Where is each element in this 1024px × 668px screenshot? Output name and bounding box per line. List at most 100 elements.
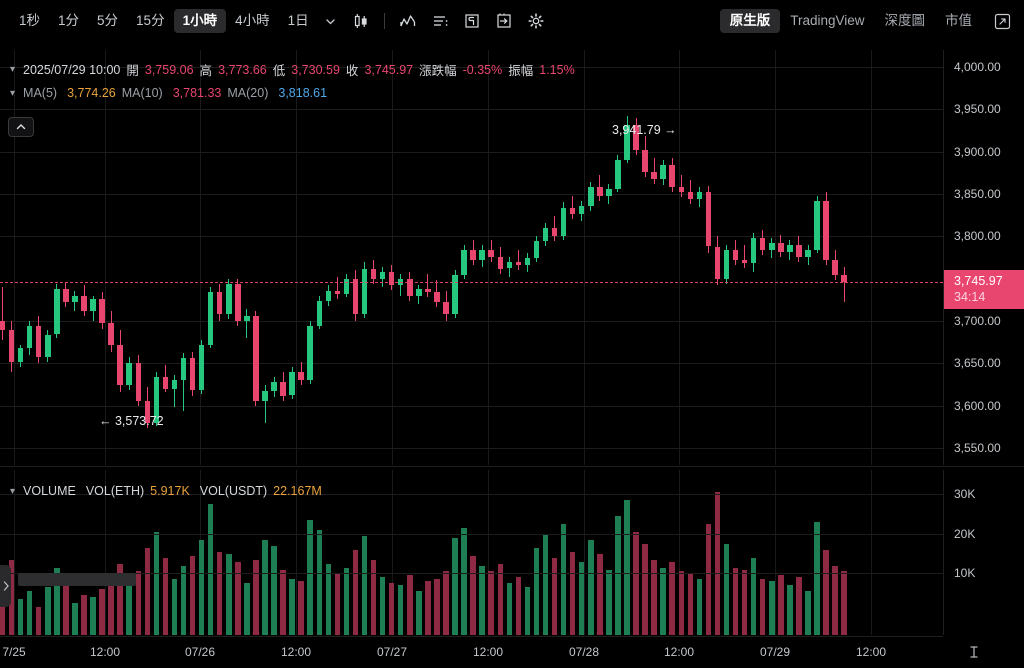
view-mode-tradingview[interactable]: TradingView: [790, 13, 865, 28]
horizontal-scrollbar[interactable]: [18, 573, 136, 586]
volume-bar: [117, 563, 123, 635]
candle-body: [416, 288, 422, 296]
volume-bar: [524, 587, 531, 635]
chart-toolbar: 1秒 1分 5分 15分 1小時 4小時 1日: [0, 0, 1024, 42]
timeframe-4h[interactable]: 4小時: [235, 13, 270, 28]
toolbar-divider: [383, 13, 385, 29]
candle-body: [642, 149, 648, 172]
gridline-horizontal: [0, 321, 943, 322]
volume-bar: [443, 571, 449, 635]
volume-bar: [669, 561, 675, 635]
price-axis-tick: 4,000.00: [954, 59, 1001, 74]
volume-bar: [506, 583, 513, 635]
chevron-down-icon[interactable]: ▾: [10, 485, 16, 497]
candle-body: [651, 172, 657, 179]
volume-bar: [542, 533, 549, 635]
timeframe-1m[interactable]: 1分: [58, 13, 80, 28]
volume-bar: [488, 571, 494, 635]
drawing-tools-icon[interactable]: [459, 9, 485, 33]
volume-bar: [352, 549, 359, 635]
candle-body: [479, 249, 485, 261]
time-axis-tick: 07/27: [376, 645, 408, 659]
volume-bar: [0, 579, 6, 635]
volume-bar: [361, 535, 368, 635]
candle-body: [841, 275, 847, 283]
volume-chart-pane[interactable]: [0, 470, 943, 635]
timeframe-5m[interactable]: 5分: [97, 13, 119, 28]
candle-body: [687, 192, 694, 200]
pane-divider: [0, 466, 1024, 467]
view-mode-depth[interactable]: 深度圖: [884, 13, 926, 28]
candle-body: [81, 295, 87, 311]
volume-bar: [180, 565, 187, 635]
candle-wick: [427, 273, 429, 298]
candle-body: [153, 376, 160, 423]
candle-body: [407, 278, 413, 296]
magnet-snap-icon[interactable]: [491, 9, 517, 33]
ohlc-low-label: 低: [272, 64, 286, 78]
view-mode-native[interactable]: 原生版: [719, 9, 781, 33]
crosshair-cursor-icon[interactable]: [963, 642, 985, 662]
timeframe-1s[interactable]: 1秒: [19, 13, 41, 28]
volume-bar: [226, 553, 232, 635]
chevron-down-icon[interactable]: ▾: [10, 64, 16, 75]
price-axis[interactable]: 4,000.00 3,950.00 3,900.00 3,850.00 3,800.00…: [943, 50, 1024, 465]
candle-wick: [2, 287, 3, 340]
volume-bar: [651, 559, 657, 635]
indicators-icon[interactable]: [395, 9, 421, 33]
volume-bar: [407, 575, 413, 635]
candle-body: [235, 283, 241, 322]
gridline-horizontal: [0, 236, 943, 238]
ohlc-high-label: 高: [199, 64, 213, 78]
price-axis-tick: 3,900.00: [954, 144, 1001, 159]
candle-body: [343, 278, 350, 294]
timeframe-1d[interactable]: 1日: [287, 13, 309, 28]
volume-title: VOLUME: [23, 484, 76, 498]
volume-axis[interactable]: 30K 20K 10K: [943, 470, 1024, 635]
candle-body: [334, 290, 341, 294]
time-axis-tick: 12:00: [663, 645, 695, 659]
view-mode-marketcap[interactable]: 市值: [945, 13, 972, 28]
candle-wick: [689, 180, 691, 205]
candle-body: [533, 241, 540, 259]
candle-body: [361, 268, 368, 315]
candlestick-chart-type-icon[interactable]: [348, 9, 374, 33]
timeframe-1h[interactable]: 1小時: [173, 9, 227, 33]
gridline-vertical: [679, 50, 680, 465]
fullscreen-icon[interactable]: [989, 9, 1015, 33]
candle-wick: [336, 277, 338, 299]
vol-usdt-value: 22.167M: [273, 484, 322, 498]
price-axis-tick: 3,600.00: [954, 398, 1001, 413]
gridline-vertical: [488, 470, 489, 635]
candle-wick: [183, 353, 184, 411]
gridline-horizontal: [0, 533, 943, 535]
gear-icon[interactable]: [523, 9, 549, 33]
candle-body: [207, 292, 214, 345]
time-axis-tick: 07/26: [184, 645, 216, 659]
price-axis-tick: 3,800.00: [954, 229, 1001, 244]
volume-axis-tick: 20K: [954, 526, 976, 541]
chevron-down-icon[interactable]: ▾: [10, 87, 16, 99]
candle-body: [325, 290, 332, 301]
candle-body: [289, 371, 295, 396]
volume-bar: [307, 519, 313, 635]
moving-average-legend: ▾ MA(5) 3,774.26 MA(10) 3,781.33 MA(20) 3,818…: [10, 86, 327, 100]
price-chart-pane[interactable]: 3,941.79 → ← 3,573.72: [0, 50, 943, 465]
expand-left-handle[interactable]: [0, 565, 11, 607]
volume-bar: [705, 523, 712, 635]
volume-bar: [714, 492, 721, 635]
ohlc-low-value: 3,730.59: [291, 62, 340, 77]
candle-body: [750, 238, 757, 264]
volume-bar: [262, 539, 268, 635]
volume-bar: [198, 539, 205, 635]
time-axis[interactable]: 7/25 12:00 07/26 12:00 07/27 12:00 07/28 12:00 0…: [0, 636, 943, 668]
volume-bar: [588, 539, 594, 635]
chevron-down-icon[interactable]: [320, 10, 342, 32]
volume-bar: [108, 575, 114, 635]
collapse-pane-button[interactable]: [8, 117, 34, 137]
candle-body: [198, 344, 205, 391]
timeframe-15m[interactable]: 15分: [136, 13, 165, 28]
candle-body: [696, 192, 703, 200]
chart-settings-list-icon[interactable]: [427, 9, 453, 33]
high-annotation: 3,941.79 →: [612, 123, 677, 137]
